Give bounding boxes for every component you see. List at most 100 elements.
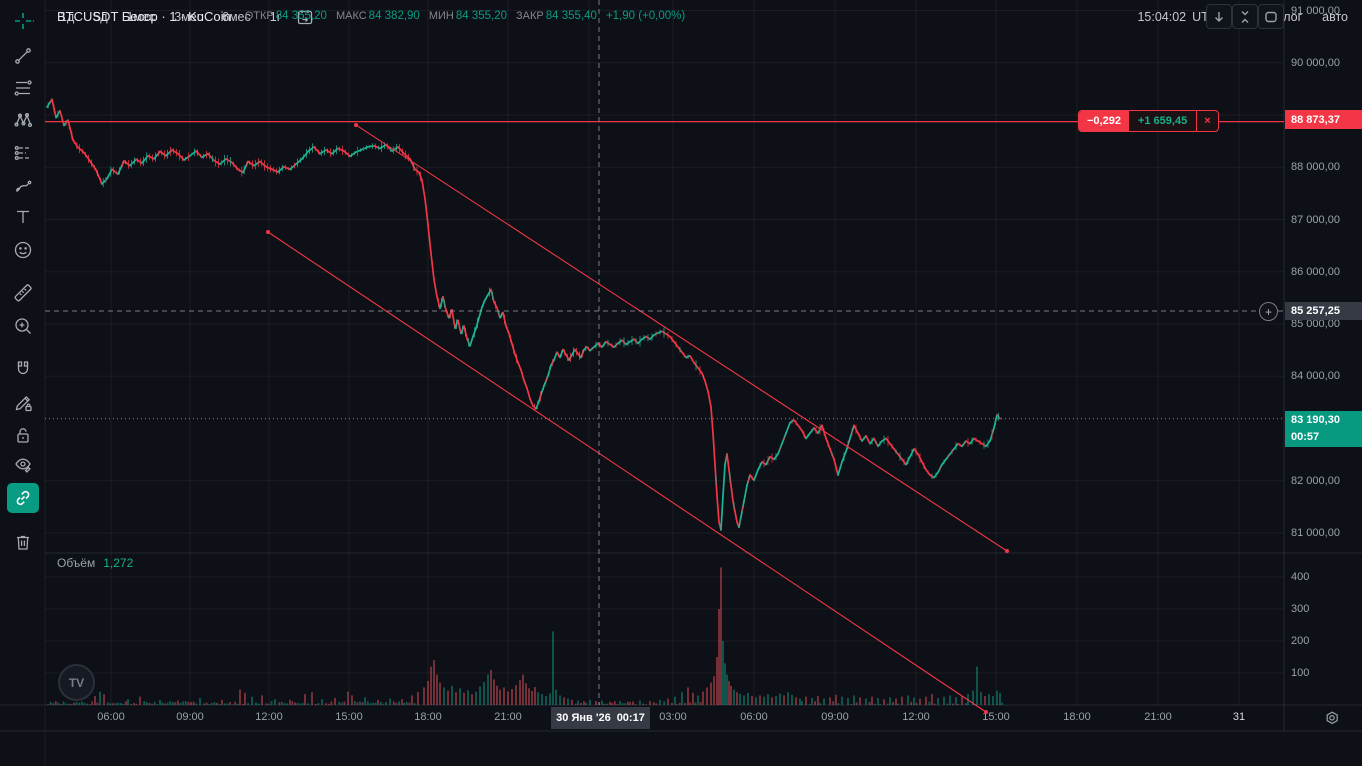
trend-line-tool-button[interactable] — [7, 41, 39, 71]
volume-value: 1,272 — [103, 556, 134, 570]
time-axis-label: 15:00 — [982, 711, 1010, 723]
trend-line-icon — [15, 48, 31, 64]
volume-axis-label: 400 — [1291, 571, 1310, 583]
range-button-5д[interactable]: 5д — [93, 10, 108, 24]
volume-indicator-header[interactable]: Объём 1,272 — [57, 556, 133, 570]
maximize-pane-button[interactable] — [1232, 4, 1258, 29]
range-button-1г[interactable]: 1г — [269, 10, 282, 24]
settings-hex-icon — [1326, 711, 1338, 725]
tradingview-logo[interactable]: TV — [58, 664, 95, 701]
text-tool-button[interactable] — [7, 202, 39, 232]
low-label: МИН — [428, 10, 454, 22]
go-to-date-button[interactable] — [295, 7, 315, 27]
time-axis-label: 06:00 — [97, 711, 125, 723]
draw-lock-icon — [15, 395, 32, 412]
crosshair-tool-button[interactable] — [7, 6, 39, 36]
change-value: +1,90 (+0,00%) — [605, 10, 686, 22]
brush-icon — [16, 180, 32, 193]
volume-axis-label: 100 — [1291, 667, 1310, 679]
brush-tool-button[interactable] — [7, 170, 39, 200]
range-button-6мес[interactable]: 6мес — [222, 10, 251, 24]
drawing-mode-button[interactable] — [7, 388, 39, 418]
log-scale-button[interactable]: лог — [1283, 10, 1303, 24]
magnet-icon — [17, 361, 29, 375]
close-label: ЗАКР — [516, 10, 544, 22]
time-axis-label: 12:00 — [902, 711, 930, 723]
maximize-pane-icon — [1241, 10, 1249, 23]
time-axis-label: 31 — [1232, 711, 1246, 723]
high-label: МАКС — [335, 10, 367, 22]
emoji-tool-button[interactable] — [7, 235, 39, 265]
time-axis-label: 18:00 — [1063, 711, 1091, 723]
lock-all-icon — [17, 428, 29, 443]
magnet-tool-button[interactable] — [7, 354, 39, 384]
drawing-toolbar — [0, 0, 45, 766]
hide-drawings-button[interactable] — [7, 450, 39, 480]
emoji-icon — [14, 241, 32, 259]
price-axis-label: 87 000,00 — [1291, 213, 1340, 226]
alert-price-axis-label: 88 873,37 — [1285, 110, 1362, 129]
ruler-tool-button[interactable] — [7, 278, 39, 308]
open-label: ОТКР — [244, 10, 274, 22]
auto-scale-button[interactable]: авто — [1322, 10, 1348, 24]
crosshair-time-label: 30 Янв '26 00:17 — [551, 707, 650, 729]
lock-drawings-button[interactable] — [7, 420, 39, 450]
volume-label: Объём — [57, 556, 96, 570]
volume-axis-label: 300 — [1291, 603, 1310, 615]
close-value: 84 355,40 — [545, 10, 597, 22]
remove-drawings-button[interactable] — [7, 527, 39, 557]
sync-drawings-button[interactable] — [7, 483, 39, 513]
add-alert-plus-button[interactable]: + — [1259, 302, 1278, 321]
date-range-buttons: 1д 5д 1мес 3мес 6мес 1г — [0, 10, 281, 24]
crosshair-date: 30 Янв '26 — [556, 712, 611, 724]
xabcd-pattern-icon — [14, 112, 33, 128]
frame-button[interactable] — [1258, 4, 1284, 29]
forecast-tool-button[interactable] — [7, 138, 39, 168]
zoom-in-tool-button[interactable] — [7, 311, 39, 341]
range-button-1д[interactable]: 1д — [60, 10, 75, 24]
price-axis-label: 81 000,00 — [1291, 527, 1340, 539]
scroll-to-recent-button[interactable] — [1206, 4, 1232, 29]
range-button-1мес[interactable]: 1мес — [126, 10, 156, 24]
crosshair-price-label: 85 257,25 — [1285, 302, 1362, 320]
alert-change-absolute: +1 659,45 — [1137, 115, 1188, 127]
time-axis-label: 15:00 — [335, 711, 363, 723]
bar-countdown: 00:57 — [1291, 431, 1320, 443]
range-button-3мес[interactable]: 3мес — [174, 10, 203, 24]
symbol-header[interactable]: BTCUSDT Бесср · 1 · KuCoin ОТКР 84 355,2… — [57, 6, 685, 26]
zoom-in-icon — [15, 318, 31, 334]
axis-settings-button[interactable] — [1323, 709, 1341, 732]
price-axis-label: 85 000,00 — [1291, 318, 1340, 330]
symbol-title[interactable]: BTCUSDT Бесср · 1 · KuCoin — [57, 8, 231, 24]
hide-drawings-icon — [15, 458, 31, 473]
time-axis-label: 21:00 — [1144, 711, 1172, 723]
clock-time: 15:04:02 — [1137, 10, 1187, 24]
time-axis-label: 03:00 — [659, 711, 687, 723]
price-axis-label: 90 000,00 — [1291, 56, 1340, 69]
crosshair-icon — [15, 13, 34, 29]
sync-drawings-icon — [16, 490, 30, 506]
frame-icon — [1265, 11, 1277, 22]
alert-close-icon[interactable]: × — [1196, 111, 1217, 131]
time-axis-label: 06:00 — [740, 711, 768, 723]
price-axis-label: 84 000,00 — [1291, 370, 1340, 383]
price-axis-label: 91 000,00 — [1291, 4, 1340, 17]
last-price-value: 83 190,30 — [1291, 414, 1340, 426]
low-value: 84 355,20 — [455, 10, 508, 22]
alert-line-pill[interactable]: −0,292 +1 659,45 × — [1078, 110, 1219, 132]
fib-retracement-icon — [14, 80, 32, 96]
fib-retracement-tool-button[interactable] — [7, 73, 39, 103]
remove-drawings-icon — [17, 535, 29, 550]
time-axis-label: 12:00 — [255, 711, 283, 723]
text-icon — [17, 210, 29, 223]
ruler-icon — [14, 284, 32, 302]
time-axis-label: 09:00 — [176, 711, 204, 723]
price-axis-label: 86 000,00 — [1291, 265, 1340, 278]
go-to-date-icon — [298, 10, 313, 25]
xabcd-pattern-tool-button[interactable] — [7, 105, 39, 135]
scroll-to-recent-icon — [1215, 11, 1223, 22]
time-axis-label: 21:00 — [494, 711, 522, 723]
alert-change-percent: −0,292 — [1079, 111, 1129, 131]
